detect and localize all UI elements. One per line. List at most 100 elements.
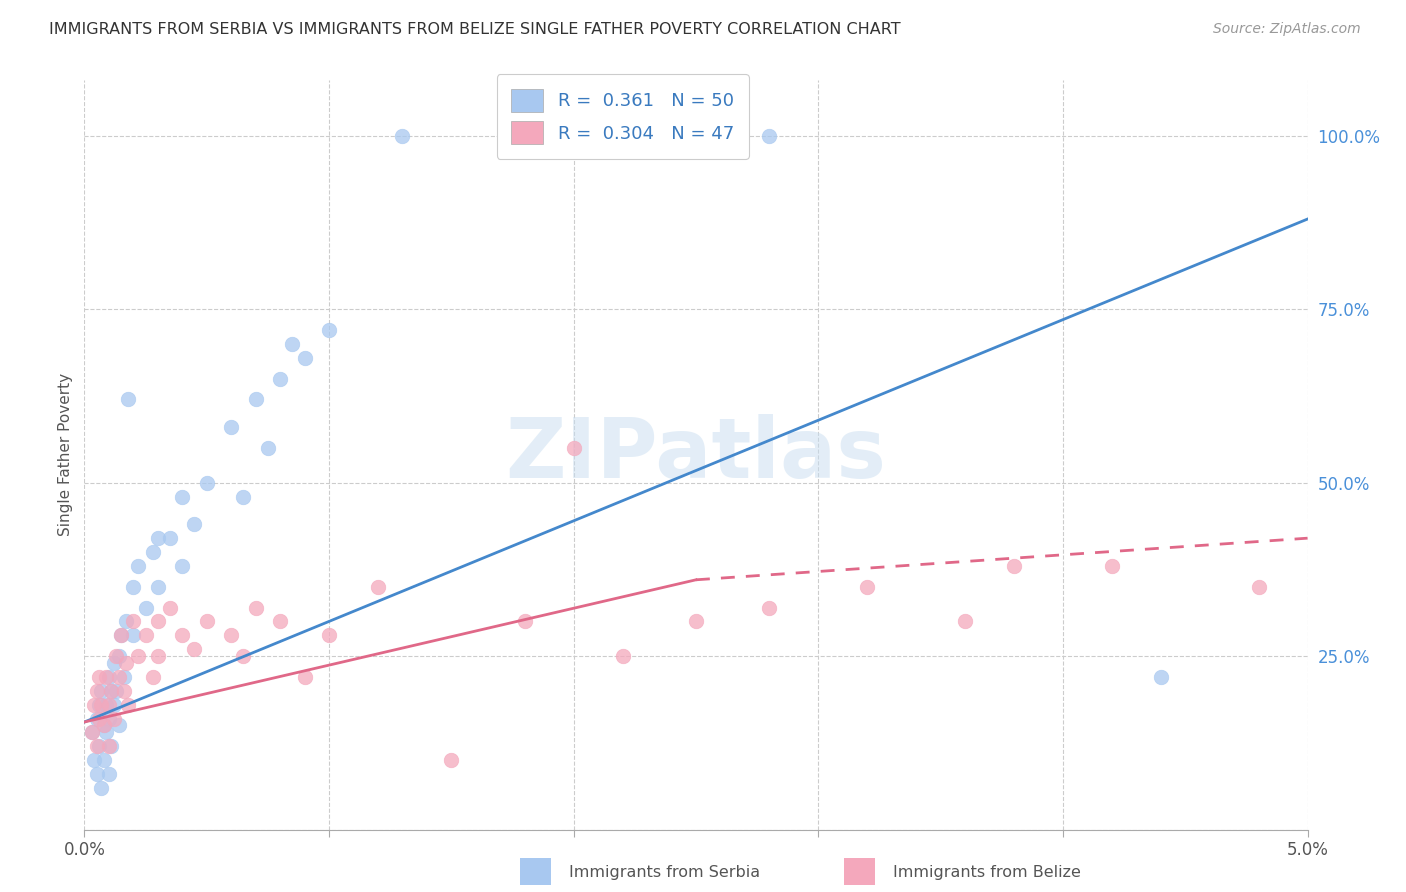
Point bbox=[183, 642, 205, 657]
Point bbox=[93, 753, 115, 767]
Point bbox=[90, 698, 112, 712]
Point bbox=[83, 753, 105, 767]
Point bbox=[685, 615, 707, 629]
Point bbox=[86, 767, 108, 781]
Point bbox=[107, 670, 129, 684]
Point bbox=[122, 628, 145, 642]
Text: Immigrants from Belize: Immigrants from Belize bbox=[893, 865, 1081, 880]
Point bbox=[105, 649, 128, 664]
Point bbox=[87, 670, 110, 684]
Point bbox=[391, 128, 413, 143]
Point bbox=[146, 649, 169, 664]
Legend: R =  0.361   N = 50, R =  0.304   N = 47: R = 0.361 N = 50, R = 0.304 N = 47 bbox=[496, 74, 748, 159]
Text: IMMIGRANTS FROM SERBIA VS IMMIGRANTS FROM BELIZE SINGLE FATHER POVERTY CORRELATI: IMMIGRANTS FROM SERBIA VS IMMIGRANTS FRO… bbox=[49, 22, 901, 37]
Point bbox=[219, 628, 242, 642]
Point bbox=[1101, 558, 1123, 573]
Point bbox=[269, 615, 291, 629]
Point bbox=[80, 725, 103, 739]
Point bbox=[90, 780, 112, 795]
Text: ZIPatlas: ZIPatlas bbox=[506, 415, 886, 495]
Point bbox=[122, 580, 145, 594]
Point bbox=[146, 580, 169, 594]
Point bbox=[318, 323, 340, 337]
Point bbox=[103, 712, 125, 726]
Point bbox=[1150, 670, 1173, 684]
Point bbox=[562, 441, 585, 455]
Point bbox=[80, 725, 103, 739]
Point bbox=[107, 649, 129, 664]
Point bbox=[135, 600, 157, 615]
Point bbox=[97, 712, 120, 726]
Point bbox=[195, 475, 218, 490]
Point bbox=[142, 545, 165, 559]
Point bbox=[281, 337, 304, 351]
Point bbox=[146, 615, 169, 629]
Point bbox=[142, 670, 165, 684]
Point bbox=[97, 698, 120, 712]
Point bbox=[856, 580, 879, 594]
Text: Immigrants from Serbia: Immigrants from Serbia bbox=[569, 865, 761, 880]
Point bbox=[112, 670, 135, 684]
Point bbox=[612, 128, 634, 143]
Point bbox=[245, 392, 267, 407]
Point bbox=[232, 490, 254, 504]
Point bbox=[159, 600, 181, 615]
Point bbox=[127, 558, 149, 573]
Point bbox=[105, 683, 128, 698]
Point bbox=[87, 698, 110, 712]
Point bbox=[1247, 580, 1270, 594]
Point bbox=[953, 615, 976, 629]
Point bbox=[83, 698, 105, 712]
Point bbox=[758, 128, 780, 143]
Point bbox=[96, 698, 118, 712]
Point bbox=[269, 371, 291, 385]
Point bbox=[294, 351, 316, 365]
Point bbox=[100, 683, 122, 698]
Point bbox=[96, 670, 118, 684]
Point bbox=[1002, 558, 1025, 573]
Point bbox=[172, 628, 194, 642]
Point bbox=[135, 628, 157, 642]
Point bbox=[103, 656, 125, 670]
Point bbox=[100, 739, 122, 754]
Point bbox=[110, 628, 132, 642]
Point bbox=[172, 490, 194, 504]
Point bbox=[146, 531, 169, 545]
Point bbox=[93, 718, 115, 732]
Point bbox=[86, 712, 108, 726]
Point bbox=[513, 615, 536, 629]
Point bbox=[117, 392, 139, 407]
Point bbox=[440, 753, 463, 767]
Point bbox=[100, 683, 122, 698]
Point bbox=[294, 670, 316, 684]
Point bbox=[87, 739, 110, 754]
Point bbox=[318, 628, 340, 642]
Point bbox=[87, 712, 110, 726]
Point bbox=[112, 683, 135, 698]
Point bbox=[97, 739, 120, 754]
Point bbox=[117, 698, 139, 712]
Point bbox=[257, 441, 280, 455]
Point bbox=[86, 739, 108, 754]
Point bbox=[115, 615, 138, 629]
Point bbox=[93, 718, 115, 732]
Point bbox=[122, 615, 145, 629]
Point bbox=[127, 649, 149, 664]
Point bbox=[245, 600, 267, 615]
Point bbox=[195, 615, 218, 629]
Point bbox=[103, 698, 125, 712]
Point bbox=[612, 649, 634, 664]
Point bbox=[159, 531, 181, 545]
Point bbox=[172, 558, 194, 573]
Text: Source: ZipAtlas.com: Source: ZipAtlas.com bbox=[1213, 22, 1361, 37]
Point bbox=[86, 683, 108, 698]
Point bbox=[90, 683, 112, 698]
Point bbox=[107, 718, 129, 732]
Point bbox=[232, 649, 254, 664]
Point bbox=[183, 517, 205, 532]
Point bbox=[758, 600, 780, 615]
Point bbox=[219, 420, 242, 434]
Point bbox=[97, 767, 120, 781]
Y-axis label: Single Father Poverty: Single Father Poverty bbox=[58, 374, 73, 536]
Point bbox=[367, 580, 389, 594]
